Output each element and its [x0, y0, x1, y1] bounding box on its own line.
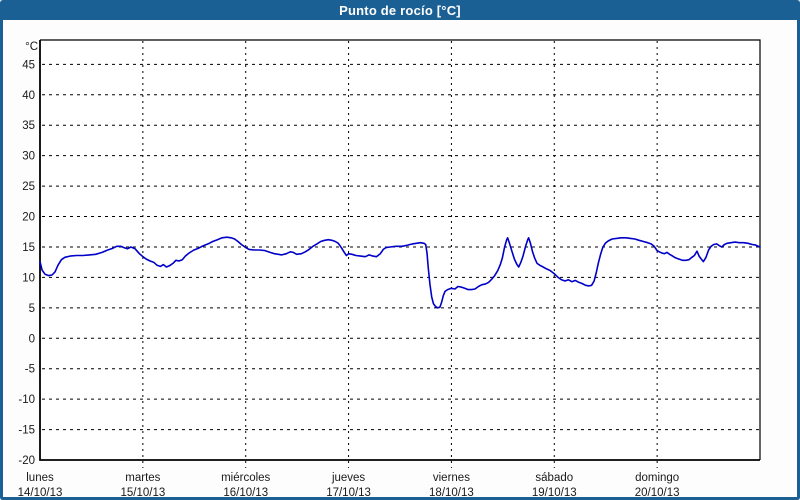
x-day-label: lunes	[26, 472, 54, 484]
x-date-label: 18/10/13	[429, 487, 474, 499]
y-tick-label: -15	[18, 425, 35, 437]
y-tick-label: 5	[29, 303, 35, 315]
plot-area	[40, 40, 760, 460]
window-border-left	[0, 20, 3, 500]
y-axis-unit-label: °C	[25, 41, 38, 53]
title-bar: Punto de rocío [°C]	[0, 0, 800, 20]
x-date-label: 15/10/13	[120, 487, 165, 499]
window-border-bottom	[0, 497, 800, 500]
y-tick-label: -10	[18, 394, 35, 406]
x-day-label: miércoles	[221, 472, 270, 484]
window-title: Punto de rocío [°C]	[339, 2, 461, 18]
y-tick-label: 0	[29, 333, 35, 345]
x-day-label: viernes	[433, 472, 470, 484]
y-tick-label: 20	[22, 212, 35, 224]
y-tick-label: 25	[22, 181, 35, 193]
y-tick-label: 10	[22, 272, 35, 284]
y-tick-label: 45	[22, 59, 35, 71]
y-tick-label: 15	[22, 242, 35, 254]
y-tick-label: -5	[25, 364, 35, 376]
x-date-label: 14/10/13	[18, 487, 63, 499]
x-day-label: martes	[125, 472, 160, 484]
plot-border	[40, 39, 761, 460]
y-tick-label: -20	[18, 455, 35, 467]
y-tick-label: 40	[22, 90, 35, 102]
axis-lines	[39, 40, 760, 461]
y-tick-label: 30	[22, 151, 35, 163]
x-day-label: jueves	[331, 472, 365, 484]
dewpoint-line	[39, 236, 761, 309]
window-border-right	[797, 20, 800, 500]
x-day-label: sábado	[535, 472, 573, 484]
x-date-label: 16/10/13	[223, 487, 268, 499]
x-day-label: domingo	[635, 472, 679, 484]
x-date-label: 19/10/13	[532, 487, 577, 499]
y-tick-label: 35	[22, 120, 35, 132]
x-date-label: 20/10/13	[635, 487, 680, 499]
x-date-label: 17/10/13	[326, 487, 371, 499]
